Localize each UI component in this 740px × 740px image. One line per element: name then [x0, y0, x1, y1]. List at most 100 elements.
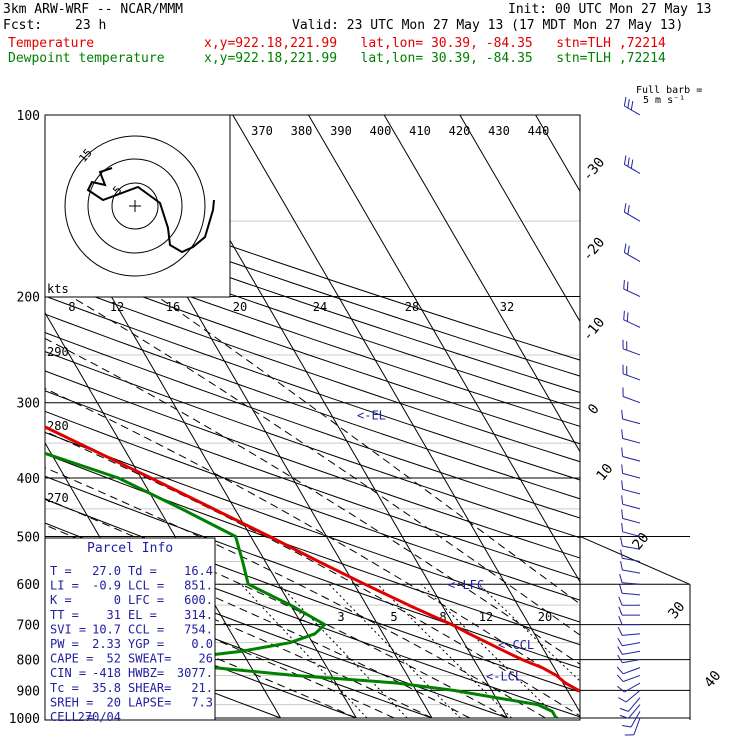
parcel-info-value: 27.0: [92, 564, 121, 578]
pressure-tick-label: 300: [17, 397, 40, 412]
wind-barb-flag: [621, 447, 624, 457]
parcel-info-value: 754.: [184, 622, 213, 636]
wind-barb-flag: [616, 666, 624, 675]
parcel-info-title: Parcel Info: [87, 541, 173, 556]
isotherm-label: 40: [701, 668, 724, 691]
wind-barb-flag: [623, 97, 627, 107]
wind-barb-flag: [618, 606, 623, 616]
init-time: Init: 00 UTC Mon 27 May 13: [508, 2, 712, 17]
wind-barb-flag: [621, 429, 624, 439]
model-name: 3km ARW-WRF -- NCAR/MMM: [3, 2, 184, 17]
hodograph-ring: [87, 158, 183, 254]
legend-temperature: Temperature: [8, 36, 95, 51]
wind-barb-flag: [618, 616, 623, 625]
wind-barb-staff: [624, 252, 641, 262]
dry-adiabat-line: [45, 295, 580, 481]
wind-barb-staff: [628, 704, 641, 719]
mixing-ratio-label: 2: [298, 610, 305, 624]
dry-adiabat-line: [45, 313, 580, 500]
dewpoint-profile: [45, 451, 558, 719]
wind-barb-flag: [617, 626, 623, 636]
mixing-ratio-label: 3: [337, 610, 344, 624]
parcel-info-key: SVI =: [50, 622, 86, 636]
wind-barb-flag: [617, 646, 623, 655]
dry-adiabat-line: [45, 211, 580, 393]
dry-adiabat-line: [45, 431, 580, 623]
wind-barb-staff: [630, 711, 641, 728]
isotherm-label: 0: [585, 401, 603, 418]
wind-barb-staff: [624, 682, 641, 693]
wind-barb-staff: [622, 348, 641, 356]
parcel-info-key: PW =: [50, 637, 79, 651]
wind-barb-flag: [626, 312, 629, 322]
theta-label: 400: [370, 124, 392, 138]
parcel-info-panel: [44, 537, 216, 721]
temperature-profile: [45, 425, 580, 693]
level-marker-label: <-LFC: [448, 578, 484, 592]
pressure-tick-label: 600: [17, 578, 40, 593]
wind-barb-staff: [625, 690, 641, 703]
isotherm-line: [45, 181, 357, 719]
theta-label: 410: [409, 124, 431, 138]
level-marker-label: <-LCL: [486, 670, 522, 684]
dry-adiabat-line: [45, 351, 580, 539]
wind-barb-flag: [630, 159, 634, 169]
parcel-info-key: SHEAR=: [128, 681, 171, 695]
dry-adiabat-line: [45, 475, 580, 669]
wind-barb-flag: [627, 99, 630, 109]
parcel-info-key: HWBZ=: [128, 666, 164, 680]
theta-label: 420: [449, 124, 471, 138]
wind-barb-flag: [620, 549, 623, 559]
wind-barb-flag: [618, 596, 623, 606]
wind-barb-staff: [624, 211, 641, 222]
dry-adiabat-line: [45, 598, 357, 719]
parcel-info-key: LAPSE=: [128, 695, 171, 709]
dry-adiabat-line: [45, 243, 580, 427]
legend-dewpoint: Dewpoint temperature: [8, 51, 165, 66]
wind-barb-staff: [624, 163, 641, 174]
isotherm-line: [535, 115, 580, 193]
pressure-tick-label: 1000: [9, 712, 40, 727]
wind-barb-flag: [623, 203, 627, 213]
wind-barb-flag: [619, 573, 623, 583]
parcel-info-key: SWEAT=: [128, 652, 171, 666]
valid-time: Valid: 23 UTC Mon 27 May 13 (17 MDT Mon …: [292, 18, 684, 33]
wind-barb-flag: [623, 243, 627, 253]
parcel-info-value: 600.: [184, 593, 213, 607]
wind-barb-flag: [617, 685, 625, 693]
wind-barb-staff: [628, 697, 641, 712]
wind-barb-staff: [622, 503, 641, 510]
isotherm-label: 20: [629, 530, 652, 553]
parcel-info-value: 21.: [191, 681, 213, 695]
parcel-info-key: CCL =: [128, 622, 164, 636]
parcel-info-key: CAPE =: [50, 652, 93, 666]
parcel-info-value: 270/04: [78, 710, 121, 724]
level-marker-label: <-EL: [357, 409, 386, 423]
wind-barb-flag: [626, 281, 629, 291]
wind-barb-flag: [617, 637, 623, 647]
wind-barb-staff: [622, 517, 641, 524]
wind-barb-staff: [622, 633, 641, 636]
pressure-tick-label: 900: [17, 684, 40, 699]
temperature-location: x,y=922.18,221.99 lat,lon= 30.39, -84.35…: [204, 36, 666, 51]
isotherm-line: [459, 115, 580, 323]
isotherm-line: [80, 115, 433, 719]
wind-barb-flag: [620, 537, 623, 547]
wind-barb-flag: [621, 495, 624, 505]
full-barb-key-label: Full barb =: [636, 85, 702, 96]
forecast-hour: 23 h: [75, 18, 107, 33]
full-barb-key-value: 5 m s⁻¹: [643, 95, 685, 106]
isotherm-label: -20: [580, 235, 609, 265]
wind-barb-flag: [623, 155, 627, 165]
parcel-info-key: Tc =: [50, 681, 79, 695]
moist-adiabat-line: [45, 586, 357, 719]
parcel-info-key: YGP =: [128, 637, 164, 651]
forecast-label: Fcst:: [3, 18, 43, 33]
parcel-info-key: T =: [50, 564, 72, 578]
isotherm-label: -30: [580, 155, 609, 185]
wind-barb-staff: [622, 396, 641, 404]
mixing-ratio-line: [240, 583, 368, 719]
pressure-tick-label: 100: [17, 109, 40, 124]
plot-frame: [44, 114, 581, 721]
wind-barb-flag: [623, 310, 625, 320]
